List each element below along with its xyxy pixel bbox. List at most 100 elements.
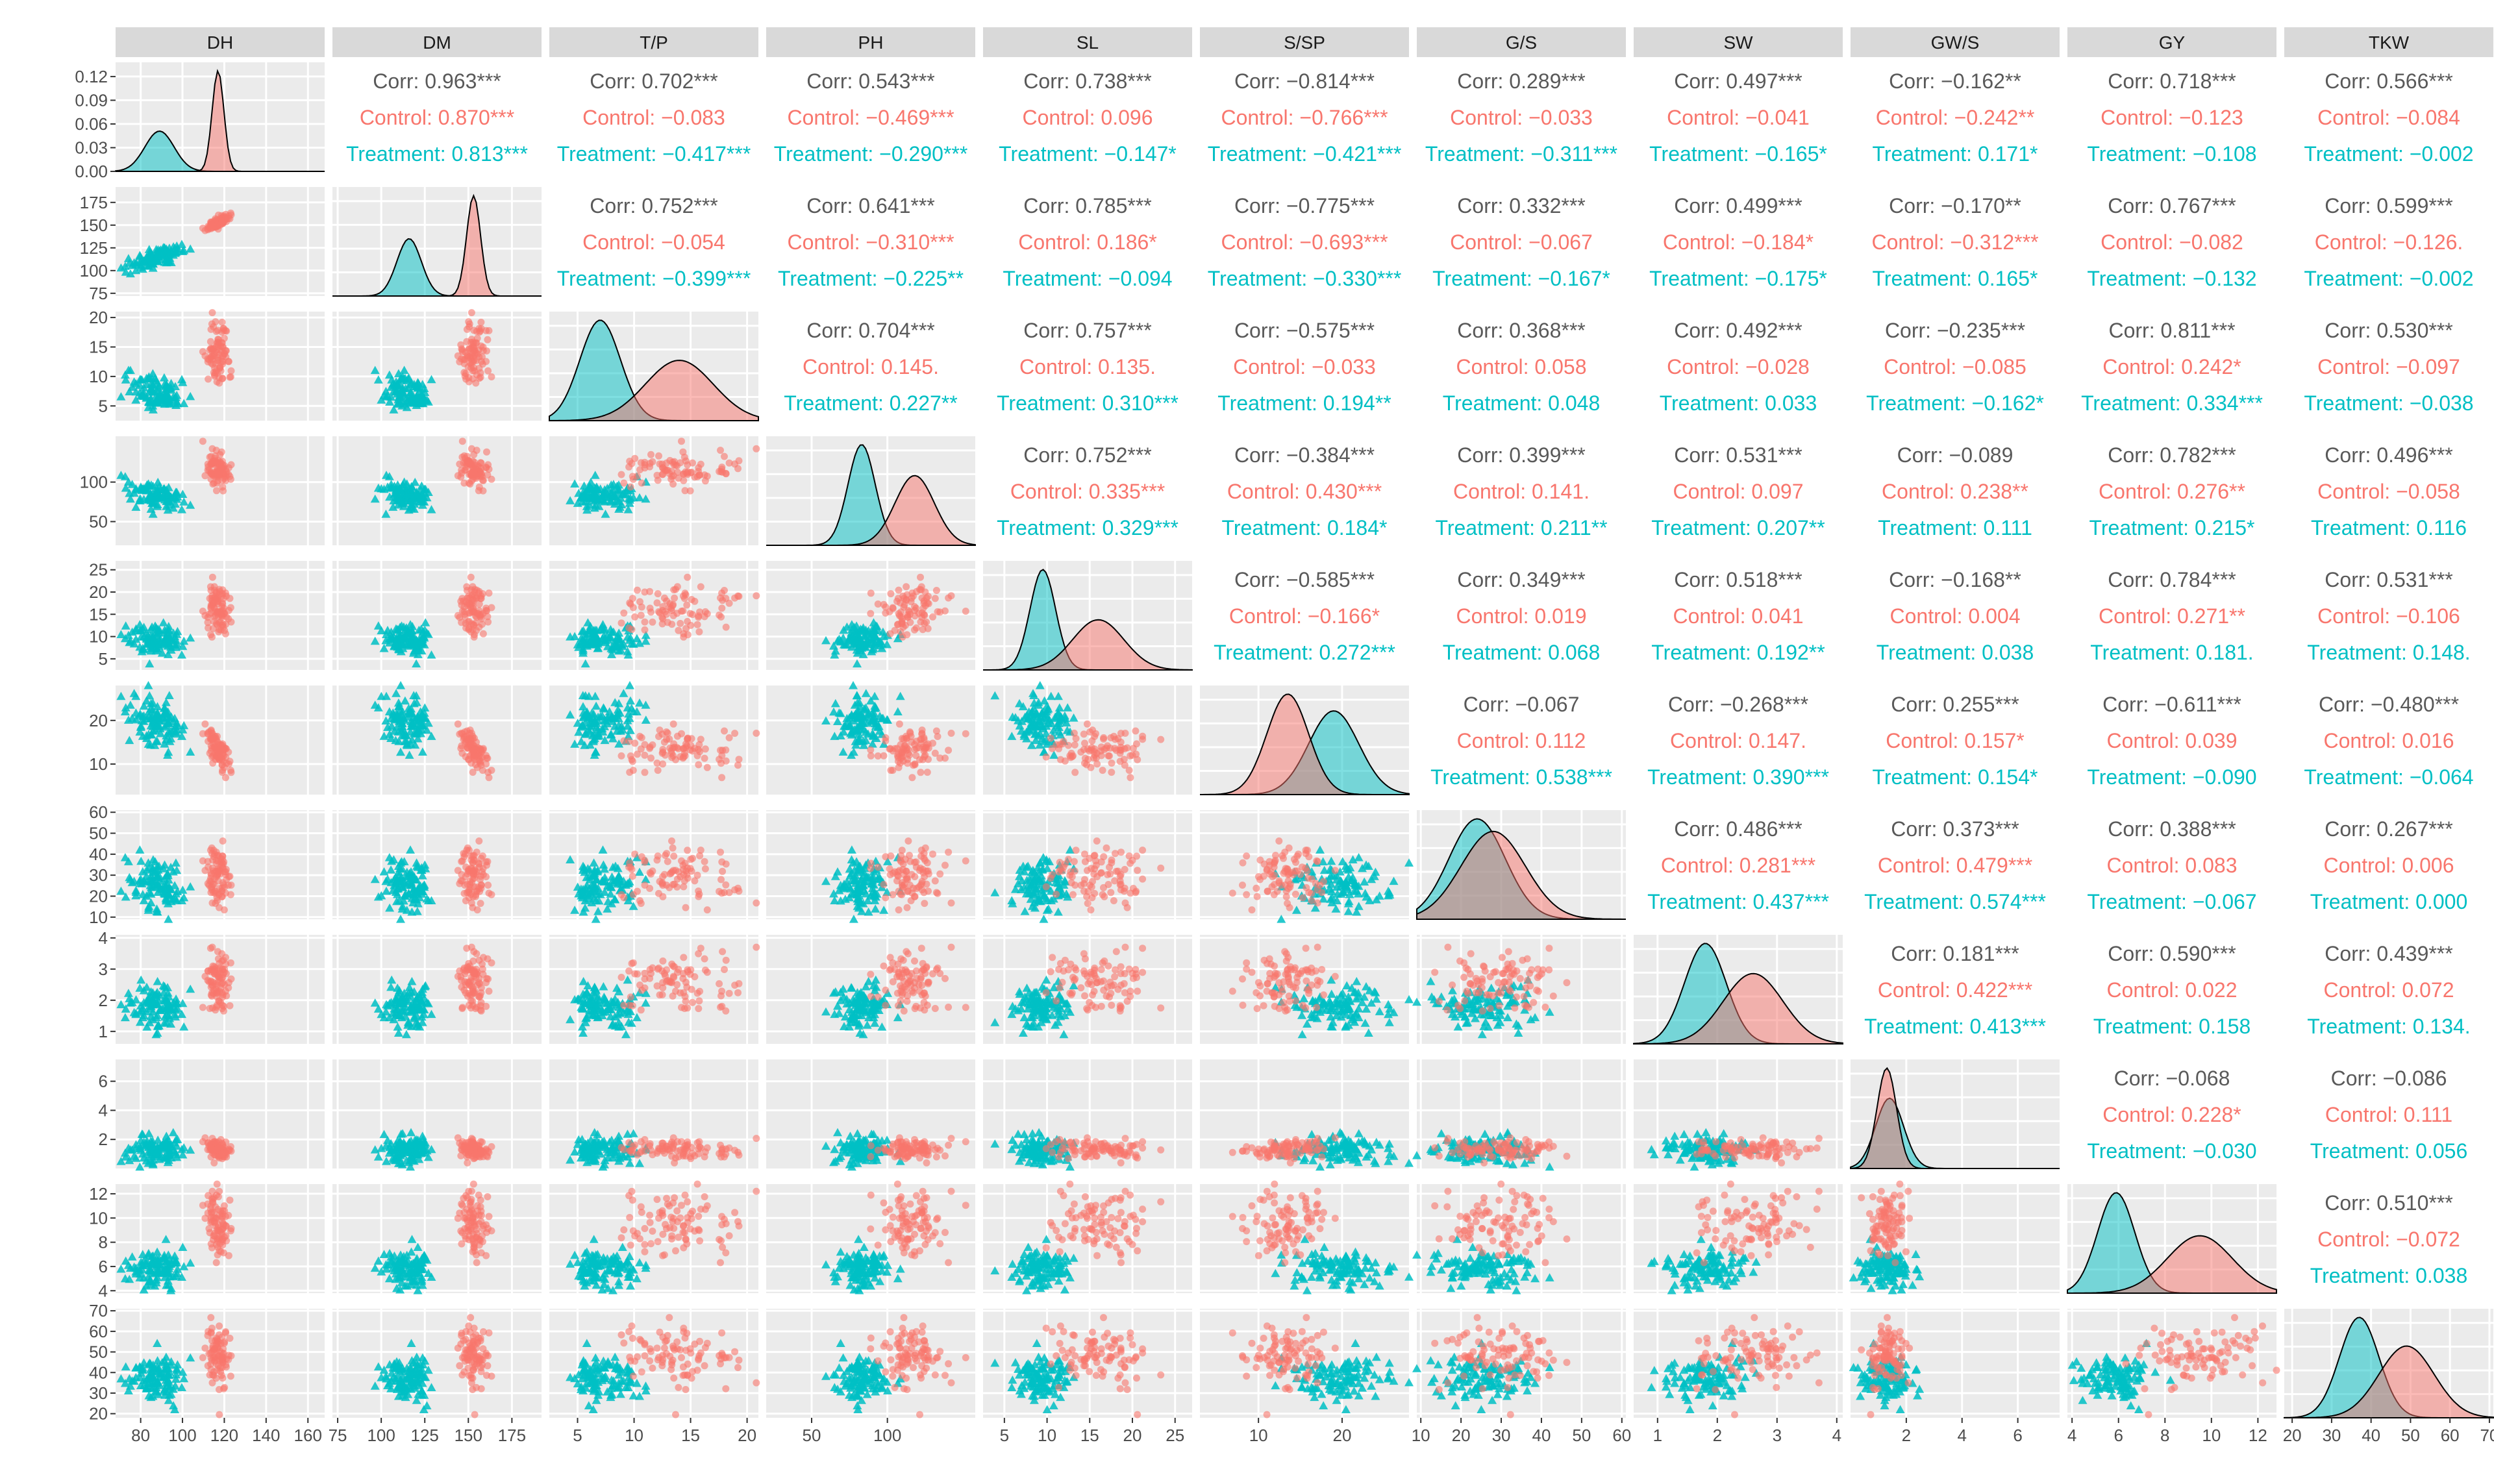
panel-g-s-ph <box>766 810 975 923</box>
point-control <box>634 473 641 480</box>
point-control <box>911 873 919 880</box>
point-control <box>919 869 927 876</box>
point-treatment <box>419 384 429 392</box>
point-control <box>1090 748 1098 756</box>
point-treatment <box>870 632 880 641</box>
panel-sw-dh <box>116 935 325 1044</box>
point-treatment <box>627 639 636 647</box>
point-control <box>673 732 681 740</box>
point-control <box>641 464 649 472</box>
point-treatment <box>606 625 616 634</box>
point-control <box>695 741 703 748</box>
point-control <box>470 327 478 334</box>
point-control <box>204 619 212 626</box>
point-control <box>465 894 473 902</box>
point-control <box>903 875 910 883</box>
point-control <box>484 858 492 865</box>
corr-control-g-s-sw: Control: 0.281*** <box>1661 854 1815 877</box>
point-control <box>208 345 216 352</box>
point-treatment <box>393 369 403 378</box>
point-control <box>465 457 473 465</box>
point-control <box>1308 889 1316 897</box>
point-control <box>1302 864 1310 872</box>
panel-dm-gw-s: Corr: −0.170**Control: −0.312***Treatmen… <box>1851 187 2060 296</box>
point-treatment <box>391 488 401 497</box>
point-treatment <box>392 399 402 408</box>
point-control <box>1084 867 1091 874</box>
point-control <box>903 583 910 591</box>
point-treatment <box>137 486 147 494</box>
point-treatment <box>872 622 882 630</box>
corr-treatment-g-s-gw-s: Treatment: 0.574*** <box>1864 890 2046 913</box>
corr-overall-s-sp-gw-s: Corr: 0.255*** <box>1891 693 2019 716</box>
point-treatment <box>427 650 436 659</box>
point-control <box>212 360 219 367</box>
point-control <box>701 858 708 865</box>
point-treatment <box>584 626 593 635</box>
point-treatment <box>151 487 161 496</box>
point-control <box>895 867 903 874</box>
point-treatment <box>595 625 605 634</box>
point-control <box>731 730 739 737</box>
point-treatment <box>419 640 429 649</box>
point-treatment <box>419 633 429 642</box>
point-control <box>911 893 919 900</box>
point-control <box>454 972 462 980</box>
point-control <box>655 733 662 740</box>
corr-control-s-sp-gw-s: Control: 0.157* <box>1886 729 2024 752</box>
panel-g-s-g-s <box>1416 810 1626 920</box>
point-treatment <box>120 370 130 379</box>
point-control <box>897 891 904 898</box>
point-control <box>911 603 918 610</box>
point-treatment <box>857 643 867 652</box>
point-treatment <box>408 493 418 502</box>
panel-sl-t-p <box>549 561 760 670</box>
point-control <box>628 626 636 634</box>
point-control <box>460 964 468 972</box>
point-control <box>485 987 493 995</box>
point-control <box>484 613 492 621</box>
point-control <box>1088 737 1096 745</box>
panel-dm-g-s: Corr: 0.332***Control: −0.067Treatment: … <box>1417 187 1626 296</box>
corr-overall-g-s-gw-s: Corr: 0.373*** <box>1891 817 2019 841</box>
point-control <box>669 612 677 619</box>
point-treatment <box>595 484 605 493</box>
column-strip-gw-s <box>1851 27 2060 57</box>
point-treatment <box>131 387 141 396</box>
point-control <box>637 459 645 467</box>
point-control <box>945 747 953 754</box>
point-control <box>684 461 692 469</box>
point-control <box>947 899 955 907</box>
point-control <box>664 729 671 737</box>
point-control <box>469 604 477 612</box>
point-control <box>485 465 493 473</box>
point-control <box>683 601 691 609</box>
corr-control-dh-sw: Control: −0.041 <box>1667 106 1810 129</box>
point-treatment <box>412 390 422 399</box>
point-control <box>479 868 486 876</box>
point-control <box>475 487 482 495</box>
point-control <box>214 948 221 956</box>
point-treatment <box>586 483 595 491</box>
corr-treatment-t-p-sw: Treatment: 0.033 <box>1660 391 1817 415</box>
panel-s-sp-gw-s: Corr: 0.255***Control: 0.157*Treatment: … <box>1851 686 2060 795</box>
point-control <box>484 882 492 889</box>
point-control <box>227 367 235 375</box>
corr-treatment-ph-sl: Treatment: 0.329*** <box>997 516 1178 539</box>
point-control <box>617 619 625 627</box>
point-treatment <box>419 484 429 493</box>
point-treatment <box>143 402 153 412</box>
panel-dm-t-p: Corr: 0.752***Control: −0.054Treatment: … <box>549 187 758 296</box>
point-treatment <box>160 628 169 637</box>
point-control <box>469 621 477 628</box>
point-control <box>458 466 466 474</box>
column-strip-ph <box>766 27 975 57</box>
point-treatment <box>830 646 840 655</box>
corr-control-ph-tkw: Control: −0.058 <box>2317 480 2460 503</box>
point-control <box>941 861 949 869</box>
point-treatment <box>383 626 392 634</box>
point-control <box>1071 741 1079 748</box>
column-label-sw: SW <box>1723 32 1753 53</box>
point-treatment <box>853 649 862 657</box>
